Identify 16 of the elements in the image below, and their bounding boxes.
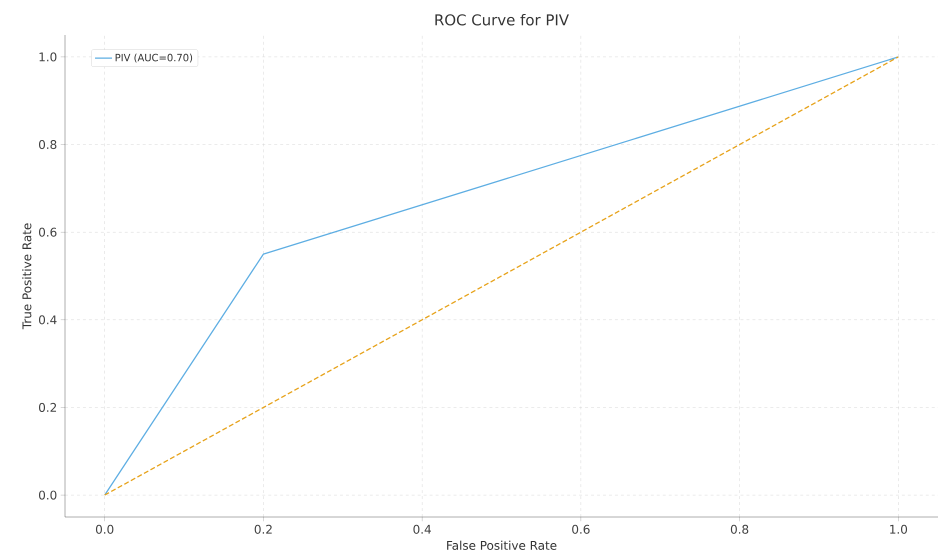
x-tick-label: 0.8 [730, 524, 748, 534]
y-tick-label: 1.0 [40, 52, 56, 62]
x-tick-label: 0.6 [572, 524, 590, 534]
x-tick-label: 0.2 [254, 524, 272, 534]
y-tick-label: 0.6 [38, 228, 56, 237]
y-tick-label: 0.0 [38, 490, 56, 500]
y-axis-title: True Positive Rate [22, 223, 32, 330]
x-tick-label: 0.4 [413, 524, 431, 534]
y-tick-label: 0.8 [38, 140, 56, 150]
x-axis-title: False Positive Rate [447, 540, 556, 550]
chart-title: ROC Curve for PIV [435, 14, 569, 26]
x-tick-label: 1.0 [890, 524, 908, 534]
y-tick-label: 0.2 [38, 402, 56, 412]
legend-label: PIV (AUC=0.70) [116, 54, 192, 63]
x-tick-label: 0.0 [96, 524, 114, 534]
y-tick-label: 0.4 [38, 315, 57, 324]
